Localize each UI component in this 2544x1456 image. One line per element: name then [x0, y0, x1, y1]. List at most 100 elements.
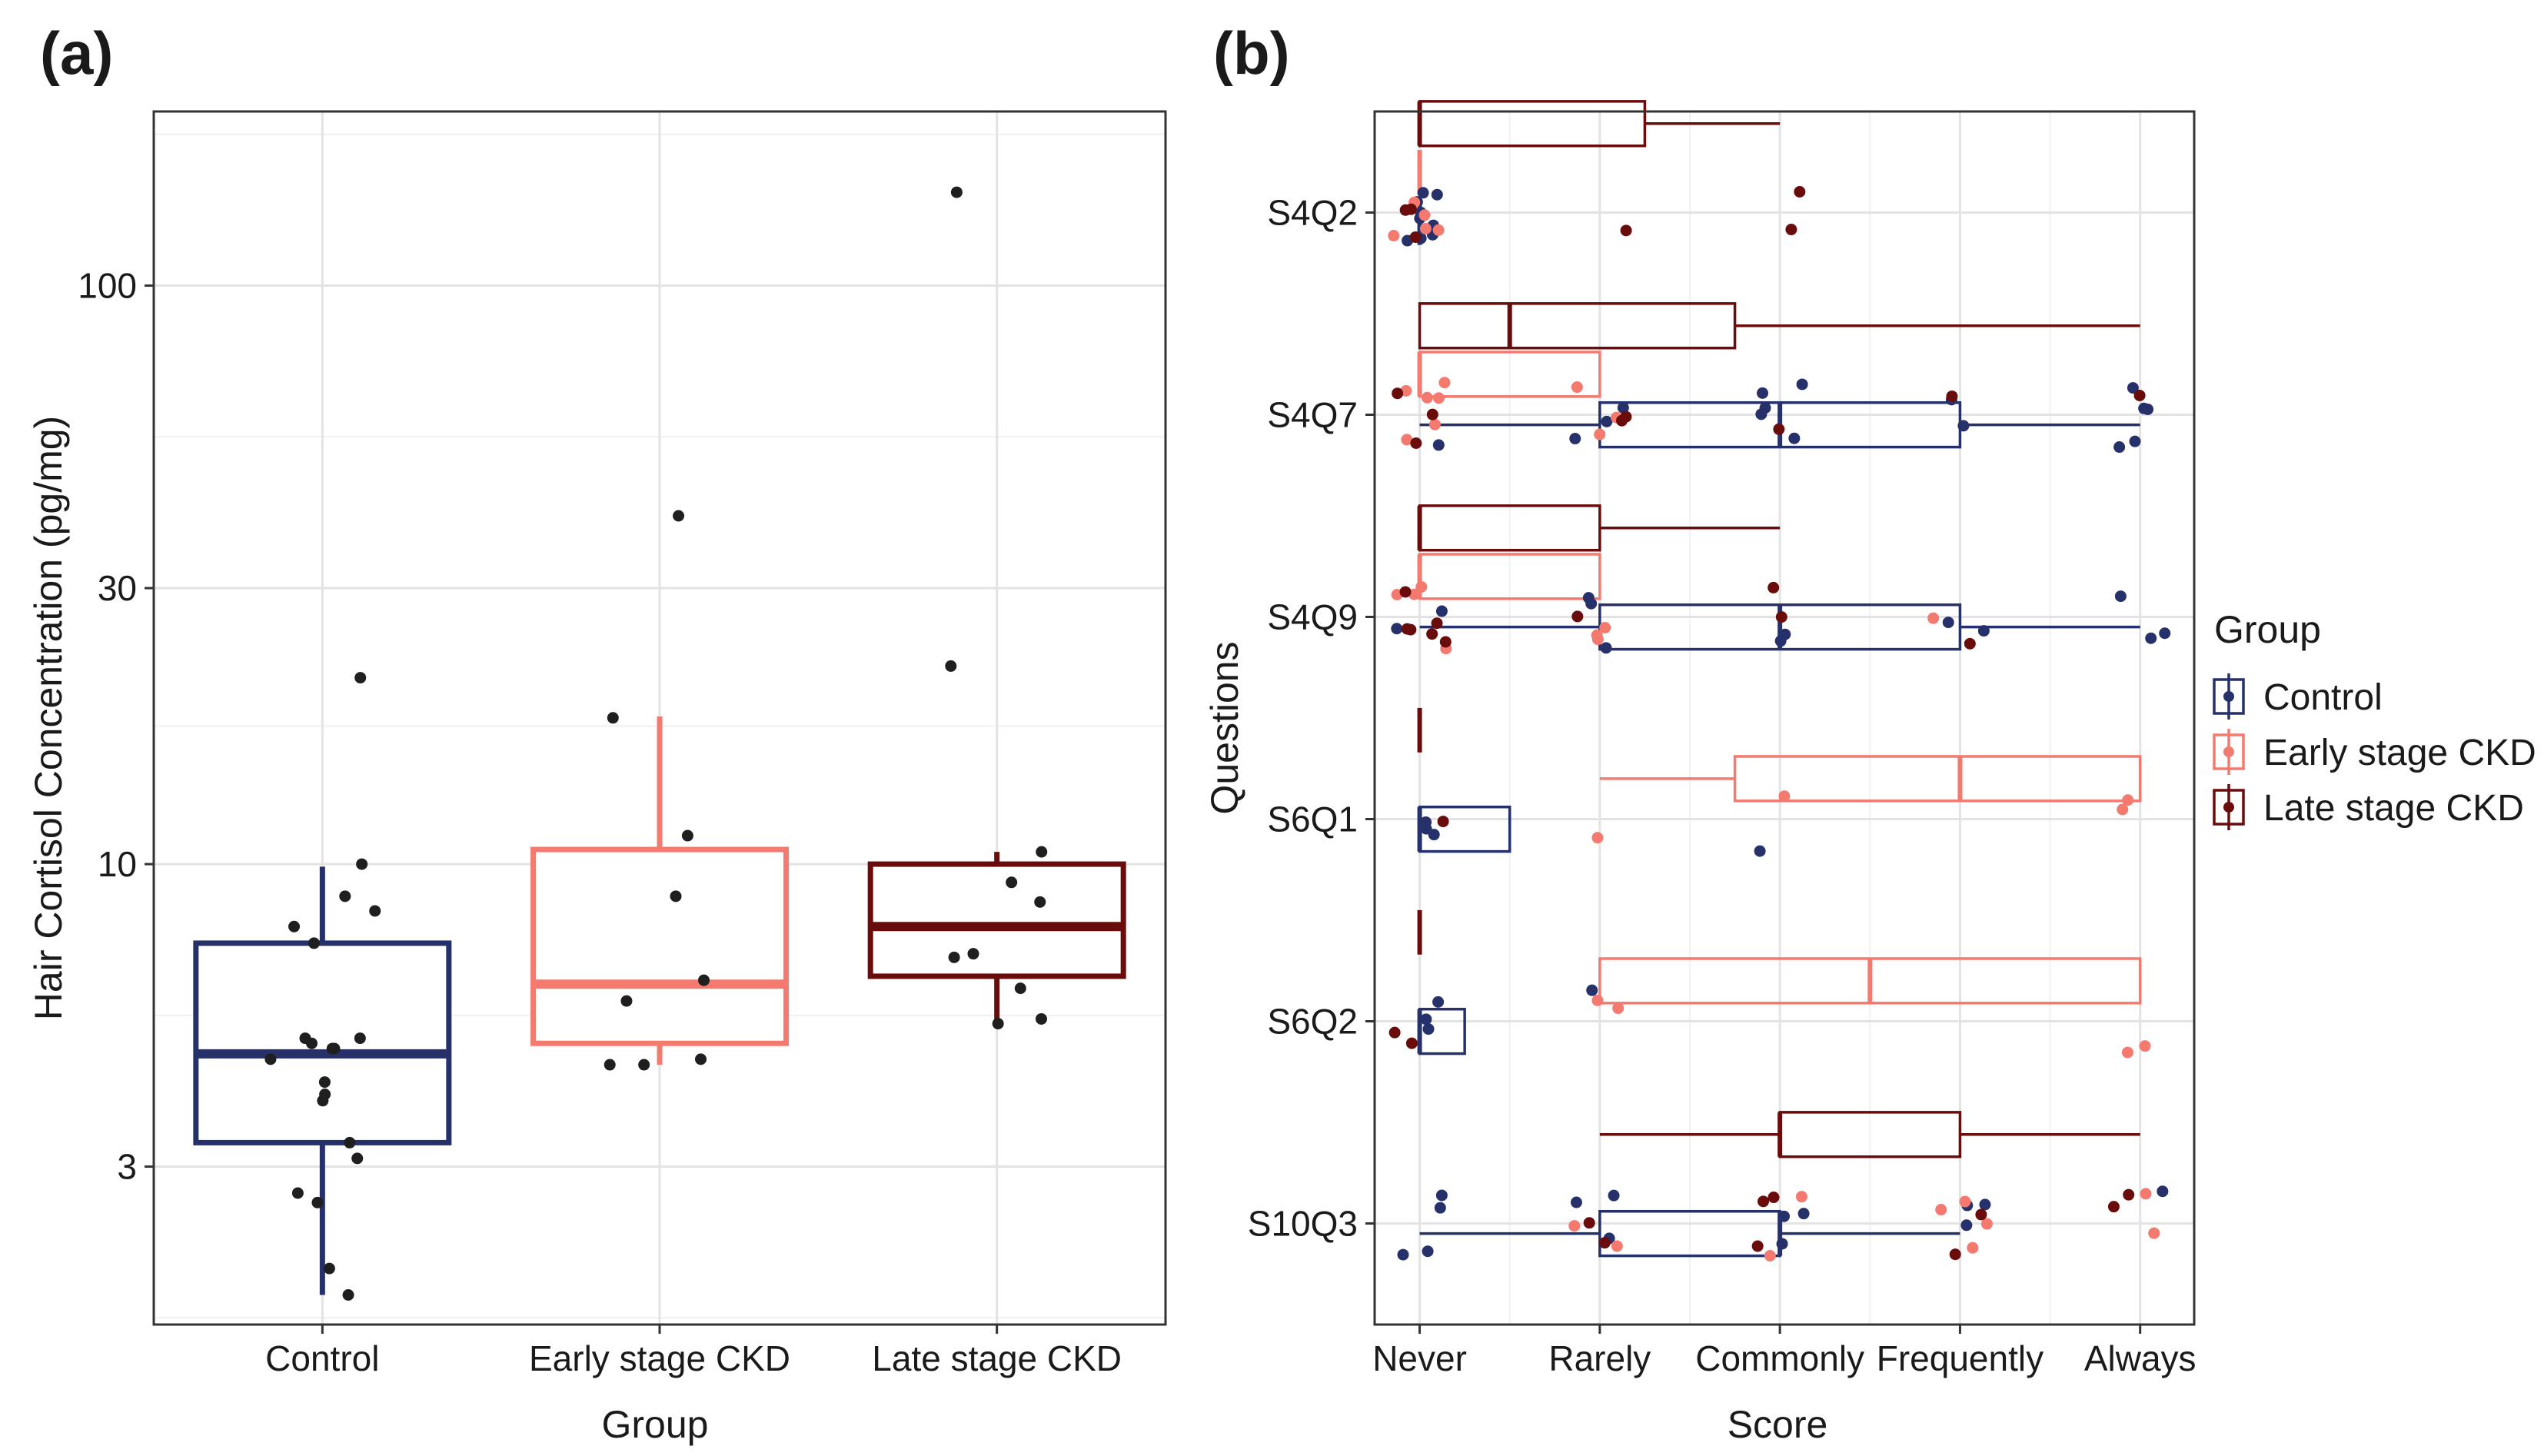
- data-point: [1388, 230, 1400, 242]
- data-point: [1946, 390, 1958, 402]
- data-point: [1391, 623, 1403, 635]
- data-point: [1751, 1240, 1764, 1252]
- data-point: [1591, 994, 1604, 1006]
- box-s10q3-late-stage-ckd: [1599, 1111, 2140, 1158]
- data-point: [1409, 231, 1422, 244]
- data-point: [328, 1042, 341, 1055]
- data-point: [607, 712, 619, 724]
- y-tick-label: 10: [98, 844, 137, 884]
- data-point: [1432, 224, 1445, 236]
- data-point: [1767, 1192, 1780, 1204]
- legend-entry-control: Control: [2213, 673, 2383, 720]
- data-point: [948, 951, 960, 963]
- data-point: [1964, 637, 1976, 650]
- box-s4q9-late-stage-ckd: [1417, 504, 1781, 552]
- panel-b-plot-frame: [1373, 110, 2196, 1326]
- data-point: [319, 1089, 331, 1101]
- data-point: [1405, 1037, 1418, 1049]
- data-point: [1600, 642, 1612, 654]
- panel-b-x-axis-ticks: Never Rarely Commonly Frequently Always: [1372, 1325, 2196, 1378]
- data-point: [2107, 1201, 2120, 1213]
- data-point: [1428, 418, 1441, 430]
- data-point: [318, 1076, 331, 1089]
- panel-b-points: [1388, 185, 2171, 1262]
- data-point: [1392, 387, 1404, 400]
- data-point: [1035, 1012, 1047, 1025]
- legend-key-point: [2223, 691, 2234, 702]
- data-point: [1415, 580, 1428, 593]
- data-point: [1432, 439, 1445, 451]
- data-point: [1421, 391, 1433, 404]
- data-point: [1599, 621, 1611, 633]
- data-point: [2121, 1046, 2133, 1059]
- panel-a-y-axis-title: Hair Cortisol Concentration (pg/mg): [27, 416, 70, 1020]
- data-point: [1617, 401, 1629, 414]
- data-point: [1399, 204, 1412, 216]
- data-point: [967, 948, 979, 960]
- data-point: [1757, 387, 1769, 399]
- legend-entry-early-stage-ckd: Early stage CKD: [2213, 729, 2536, 775]
- data-point: [1591, 832, 1604, 844]
- x-tick-label: Never: [1372, 1338, 1467, 1378]
- data-point: [1422, 1245, 1434, 1258]
- data-point: [1796, 378, 1808, 391]
- y-tick-label: S4Q2: [1267, 193, 1358, 233]
- data-point: [1601, 415, 1613, 427]
- data-point: [1571, 381, 1583, 394]
- data-point: [1797, 1208, 1810, 1220]
- data-point: [1980, 1218, 1993, 1230]
- data-point: [673, 510, 685, 522]
- data-point: [992, 1018, 1004, 1030]
- data-point: [1758, 1195, 1770, 1208]
- x-tick-label: Early stage CKD: [529, 1338, 790, 1378]
- box-s6q1-control: [1417, 805, 1511, 853]
- box-iqr: [867, 861, 1126, 979]
- data-point: [2139, 1040, 2151, 1052]
- x-tick-label: Control: [265, 1338, 379, 1378]
- data-point: [342, 1289, 354, 1301]
- legend: Group Control Early stage CKD Late stage C…: [2213, 608, 2536, 830]
- data-point: [1927, 612, 1940, 624]
- panel-b-label: (b): [1213, 19, 1290, 87]
- panel-b-y-axis-ticks: S4Q2 S4Q7 S4Q9 S6Q1 S6Q2 S10Q3: [1248, 193, 1375, 1244]
- legend-label: Control: [2263, 677, 2383, 718]
- panel-a-x-axis-title: Group: [602, 1403, 709, 1446]
- data-point: [1410, 437, 1422, 449]
- legend-entries: Control Early stage CKD Late stage CKD: [2213, 673, 2536, 830]
- data-point: [1036, 846, 1048, 858]
- panel-a-y-axis-ticks: 3 10 30 100: [78, 266, 154, 1187]
- data-point: [604, 1059, 616, 1071]
- data-point: [1598, 1237, 1611, 1249]
- box-s6q2-control: [1417, 1007, 1466, 1055]
- box-iqr: [1418, 302, 1737, 350]
- data-point: [1959, 1195, 1971, 1208]
- data-point: [2114, 590, 2127, 603]
- data-point: [2127, 382, 2139, 394]
- data-point: [1432, 996, 1445, 1008]
- data-point: [2159, 627, 2171, 640]
- data-point: [1795, 1191, 1807, 1203]
- data-point: [1388, 1026, 1401, 1039]
- data-point: [1785, 224, 1797, 236]
- data-point: [1426, 628, 1438, 640]
- data-point: [1431, 617, 1443, 630]
- legend-key-point: [2223, 746, 2234, 757]
- data-point: [638, 1059, 650, 1071]
- data-point: [2145, 632, 2157, 644]
- data-point: [1608, 1189, 1620, 1202]
- data-point: [2142, 403, 2154, 415]
- box-early-stage-ckd: [530, 716, 789, 1065]
- data-point: [2129, 435, 2141, 447]
- y-tick-label: S4Q9: [1267, 597, 1358, 637]
- data-point: [1975, 1208, 1987, 1221]
- data-point: [1960, 1219, 1973, 1232]
- data-point: [1431, 188, 1443, 201]
- data-point: [1979, 1198, 1991, 1211]
- data-point: [2148, 1227, 2160, 1239]
- data-point: [1408, 588, 1421, 600]
- data-point: [1967, 1242, 1979, 1254]
- data-point: [1794, 185, 1806, 198]
- data-point: [344, 1136, 356, 1149]
- data-point: [1569, 433, 1581, 445]
- data-point: [1401, 434, 1413, 446]
